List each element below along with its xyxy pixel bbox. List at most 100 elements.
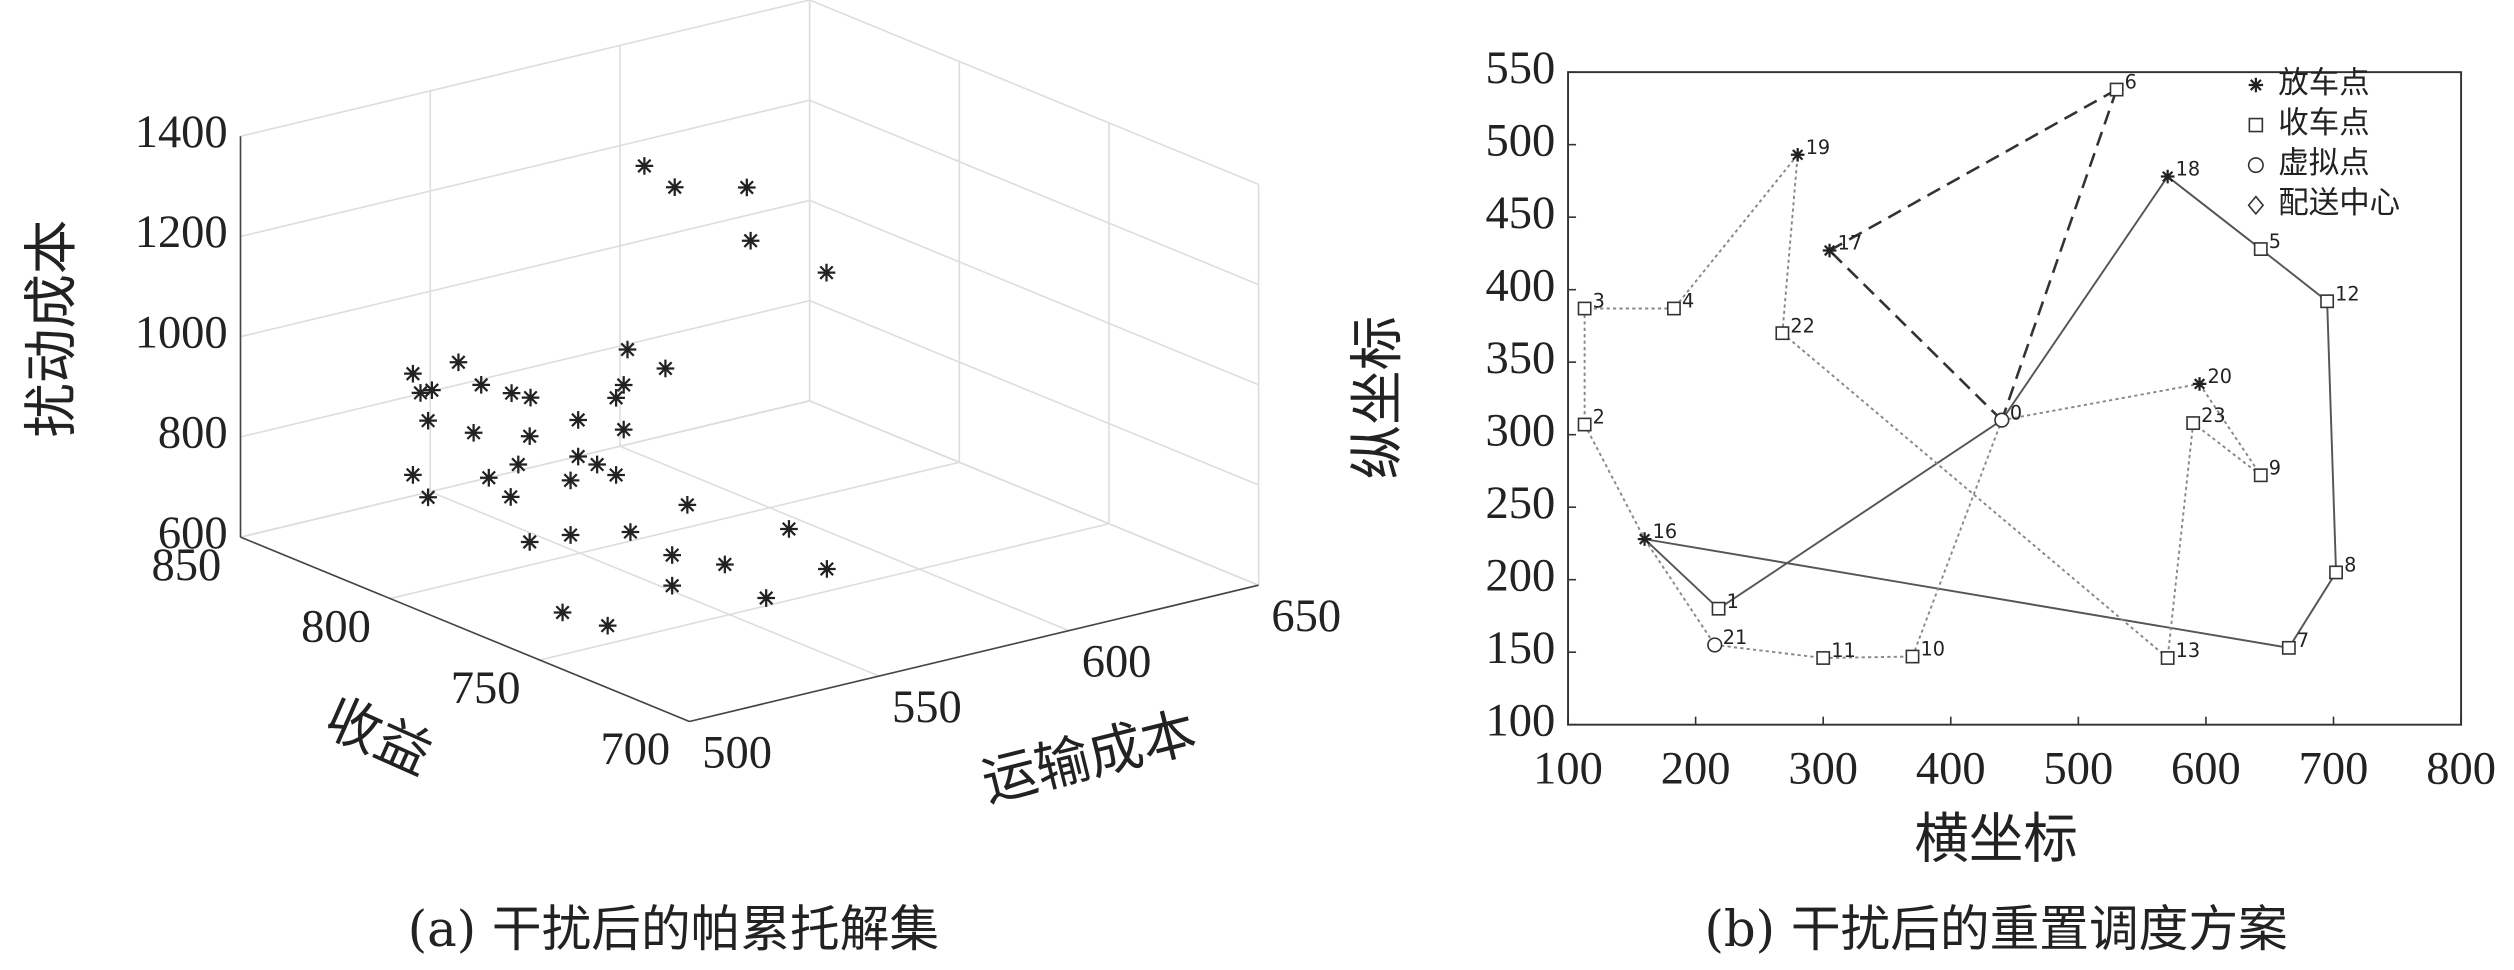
route-segment	[1718, 419, 2003, 610]
grid-line	[809, 99, 1259, 286]
x-tick-label: 200	[1661, 743, 1731, 794]
route-segment	[2001, 382, 2200, 422]
square-marker	[2281, 640, 2296, 655]
square-marker	[2186, 416, 2201, 431]
route-segment	[1583, 424, 1646, 540]
legend-label: 放车点	[2278, 66, 2369, 101]
data-point	[472, 376, 491, 394]
data-point	[780, 520, 798, 538]
square-marker	[2160, 651, 2175, 665]
data-point	[607, 466, 625, 484]
grid-line	[240, 299, 810, 438]
grid-line	[809, 0, 1259, 186]
y-tick-label: 300	[1485, 405, 1555, 456]
star-marker	[1790, 147, 1805, 162]
route-segment	[1644, 538, 2290, 649]
route-segment	[2192, 422, 2262, 477]
data-point	[502, 384, 521, 402]
node-label: 16	[1653, 520, 1677, 543]
route-segment	[2326, 301, 2338, 573]
x-axis-line	[689, 584, 1259, 723]
data-point	[818, 560, 836, 578]
grid-line	[240, 199, 810, 338]
z-axis-label: 扰动成本	[19, 220, 83, 438]
node-label: 22	[1790, 314, 1814, 337]
node-label: 6	[2125, 71, 2137, 94]
data-point	[598, 616, 617, 635]
square-marker	[1711, 601, 1726, 616]
y-tick-label: 550	[1485, 43, 1555, 94]
node-label: 13	[2176, 639, 2200, 662]
node-label: 23	[2201, 404, 2225, 427]
square-marker	[2253, 468, 2268, 483]
data-point	[569, 447, 587, 466]
data-point	[635, 157, 654, 175]
grid-line	[429, 490, 880, 677]
data-point	[663, 576, 681, 595]
x-tick-label: 600	[2171, 743, 2241, 794]
node-label: 1	[1727, 590, 1739, 613]
route-segment	[2198, 383, 2262, 476]
data-point	[569, 411, 587, 429]
node-label: 10	[1921, 638, 1945, 661]
data-point	[665, 178, 684, 197]
data-point	[738, 178, 756, 197]
node-label: 0	[2010, 401, 2022, 424]
star-marker	[2248, 77, 2264, 93]
route-segment	[2260, 248, 2328, 303]
y-tick-label: 750	[451, 663, 521, 714]
route-segment	[2166, 422, 2195, 659]
data-point	[501, 488, 520, 506]
circle-marker	[1994, 412, 2010, 428]
grid-line	[809, 299, 1259, 486]
star-marker	[2192, 377, 2207, 391]
route-segment	[2001, 176, 2169, 421]
square-marker	[2329, 565, 2343, 580]
legend-label: 虚拟点	[2278, 146, 2369, 181]
data-point	[464, 423, 483, 442]
square-marker	[1816, 651, 1831, 665]
route-segment	[2000, 89, 2118, 421]
data-point	[509, 455, 528, 474]
data-point	[678, 496, 697, 514]
x-tick-label: 700	[2299, 743, 2369, 794]
grid-line	[389, 461, 960, 600]
y-axis-label: 纵坐标	[1345, 316, 1409, 480]
data-point	[479, 468, 498, 487]
route-segment	[1781, 154, 1799, 334]
star-marker	[1637, 532, 1652, 546]
data-point	[404, 364, 422, 383]
data-point	[423, 381, 441, 399]
legend-label: 收车点	[2278, 106, 2369, 141]
data-point	[404, 466, 422, 484]
x-tick-label: 650	[1271, 591, 1341, 642]
route-segment	[1828, 88, 2118, 252]
y-tick-label: 150	[1485, 623, 1555, 674]
x-tick-label: 400	[1916, 743, 1986, 794]
square-marker	[1666, 301, 1681, 316]
y-axis-line	[240, 536, 690, 723]
x-tick-label: 300	[1788, 743, 1858, 794]
route-segment	[1781, 332, 2169, 659]
node-label: 19	[1806, 136, 1830, 159]
route-segment	[2167, 175, 2262, 250]
route-segment	[1823, 655, 1913, 659]
grid-line	[240, 0, 810, 138]
node-label: 12	[2335, 282, 2359, 305]
star-marker	[1822, 243, 1837, 258]
x-tick-label: 600	[1082, 637, 1152, 688]
grid-line	[809, 400, 1259, 586]
x-tick-label: 550	[892, 682, 962, 733]
node-label: 9	[2269, 456, 2281, 479]
data-point	[419, 411, 437, 430]
square-marker	[2253, 242, 2268, 256]
data-point	[757, 589, 775, 607]
square-marker	[1577, 301, 1592, 316]
route-segment	[1828, 249, 2003, 422]
circle-marker	[2247, 157, 2264, 174]
data-point	[520, 427, 539, 446]
data-point	[411, 384, 430, 402]
node-label: 4	[1682, 290, 1694, 313]
node-label: 8	[2344, 554, 2356, 577]
